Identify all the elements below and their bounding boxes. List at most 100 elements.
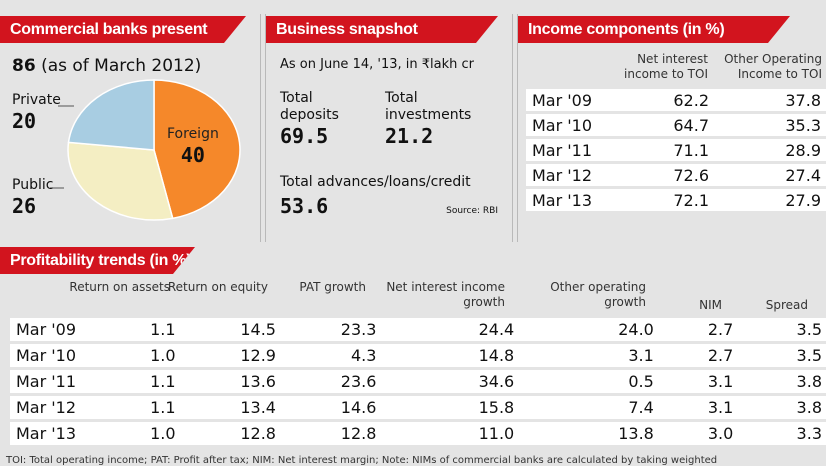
profit-cell: 1.1 xyxy=(89,394,180,422)
pie-slice-private xyxy=(67,79,155,151)
profit-cell: Mar '12 xyxy=(10,394,90,422)
pie-chart xyxy=(50,79,241,221)
income-cell: 62.2 xyxy=(608,89,715,114)
profit-cell: Mar '09 xyxy=(10,318,90,344)
profit-cell: 24.4 xyxy=(380,318,519,344)
profit-cell: 3.1 xyxy=(518,342,658,370)
profit-cell: 3.0 xyxy=(657,420,738,448)
snapshot-title: Business snapshot xyxy=(266,16,498,43)
income-title: Income components (in %) xyxy=(518,16,790,43)
profit-col-header: Spread xyxy=(765,298,808,312)
income-cell: 27.4 xyxy=(715,162,826,189)
profit-cell: 13.6 xyxy=(179,368,280,396)
deposits-value: 69.5 xyxy=(280,124,329,148)
footnote: TOI: Total operating income; PAT: Profit… xyxy=(6,455,718,466)
profit-col-header: Return on equity xyxy=(167,280,268,294)
profit-cell: 3.3 xyxy=(737,420,826,448)
snapshot-panel: Business snapshot As on June 14, '13, in… xyxy=(265,14,513,242)
label-foreign: Foreign xyxy=(167,126,219,142)
value-public: 26 xyxy=(12,194,37,218)
income-cell: Mar '09 xyxy=(526,89,608,114)
income-col1-header: Net interest income to TOI xyxy=(624,52,708,81)
profit-cell: 12.8 xyxy=(179,420,280,448)
profit-cell: 23.3 xyxy=(279,318,381,344)
profit-row: Mar '10 1.0 12.9 4.3 14.8 3.1 2.7 3.5 xyxy=(10,342,826,370)
income-col2-header: Other Operating Income to TOI xyxy=(724,52,822,81)
profit-col-header: Other operating growth xyxy=(550,280,646,309)
investments-label: Total investments xyxy=(385,90,472,123)
profit-cell: 2.7 xyxy=(657,318,738,344)
advances-label: Total advances/loans/credit xyxy=(280,174,471,190)
profit-cell: 3.1 xyxy=(657,394,738,422)
deposits-label: Total deposits xyxy=(280,90,339,123)
profit-cell: 14.5 xyxy=(179,318,280,344)
banks-panel: Commercial banks present 86 (as of March… xyxy=(0,14,261,242)
profit-cell: 1.0 xyxy=(89,420,180,448)
income-cell: Mar '12 xyxy=(526,162,608,189)
income-cell: 37.8 xyxy=(715,89,826,114)
profit-cell: 0.5 xyxy=(518,368,658,396)
profit-cell: 7.4 xyxy=(518,394,658,422)
banks-title: Commercial banks present xyxy=(0,16,246,43)
income-cell: 35.3 xyxy=(715,112,826,139)
banks-total: 86 (as of March 2012) xyxy=(12,56,201,76)
profit-row: Mar '11 1.1 13.6 23.6 34.6 0.5 3.1 3.8 xyxy=(10,368,826,396)
profit-col-header: Net interest income growth xyxy=(386,280,505,309)
income-cell: Mar '10 xyxy=(526,112,608,139)
income-cell: 64.7 xyxy=(608,112,715,139)
advances-value: 53.6 xyxy=(280,194,329,218)
income-cell: 27.9 xyxy=(715,187,826,214)
total-count: 86 xyxy=(12,56,36,76)
income-row: Mar '10 64.7 35.3 xyxy=(526,112,826,139)
profit-cell: Mar '10 xyxy=(10,342,90,370)
income-row: Mar '09 62.2 37.8 xyxy=(526,89,826,114)
profit-cell: 11.0 xyxy=(380,420,519,448)
income-table: Mar '09 62.2 37.8 Mar '10 64.7 35.3 Mar '11 71.… xyxy=(526,89,826,214)
income-cell: 72.6 xyxy=(608,162,715,189)
profit-cell: 14.6 xyxy=(279,394,381,422)
profit-cell: Mar '13 xyxy=(10,420,90,448)
profit-cell: 14.8 xyxy=(380,342,519,370)
profit-cell: 12.8 xyxy=(279,420,381,448)
profit-cell: 1.1 xyxy=(89,368,180,396)
profit-cell: 3.5 xyxy=(737,342,826,370)
profit-cell: 34.6 xyxy=(380,368,519,396)
income-cell: 28.9 xyxy=(715,137,826,164)
profit-col-header: PAT growth xyxy=(299,280,366,294)
income-panel: Income components (in %) Net interest in… xyxy=(517,14,826,242)
profit-table: Mar '09 1.1 14.5 23.3 24.4 24.0 2.7 3.5 Mar '10 1… xyxy=(10,318,826,448)
profit-cell: 12.9 xyxy=(179,342,280,370)
pie-slice-foreign xyxy=(153,79,241,220)
profit-cell: 3.8 xyxy=(737,368,826,396)
investments-value: 21.2 xyxy=(385,124,434,148)
profit-cell: 13.8 xyxy=(518,420,658,448)
profit-cell: 1.1 xyxy=(89,318,180,344)
income-cell: Mar '13 xyxy=(526,187,608,214)
snapshot-subtitle: As on June 14, '13, in ₹lakh cr xyxy=(280,57,474,72)
value-private: 20 xyxy=(12,109,37,133)
profit-row: Mar '12 1.1 13.4 14.6 15.8 7.4 3.1 3.8 xyxy=(10,394,826,422)
pie-slice-public xyxy=(67,141,174,221)
income-row: Mar '13 72.1 27.9 xyxy=(526,187,826,214)
profit-cell: 3.1 xyxy=(657,368,738,396)
profit-cell: 23.6 xyxy=(279,368,381,396)
income-cell: Mar '11 xyxy=(526,137,608,164)
profit-cell: 4.3 xyxy=(279,342,381,370)
income-cell: 71.1 xyxy=(608,137,715,164)
value-foreign: 40 xyxy=(180,143,205,167)
income-row: Mar '11 71.1 28.9 xyxy=(526,137,826,164)
profit-col-header: NIM xyxy=(699,298,722,312)
profit-cell: 15.8 xyxy=(380,394,519,422)
income-cell: 72.1 xyxy=(608,187,715,214)
profit-cell: Mar '11 xyxy=(10,368,90,396)
profit-title: Profitability trends (in %) xyxy=(0,247,195,274)
profit-cell: 2.7 xyxy=(657,342,738,370)
profit-cell: 3.8 xyxy=(737,394,826,422)
profit-cell: 13.4 xyxy=(179,394,280,422)
profit-col-header: Return on assets xyxy=(69,280,170,294)
income-row: Mar '12 72.6 27.4 xyxy=(526,162,826,189)
label-private: Private xyxy=(12,92,61,108)
profit-cell: 1.0 xyxy=(89,342,180,370)
profit-row: Mar '09 1.1 14.5 23.3 24.4 24.0 2.7 3.5 xyxy=(10,318,826,344)
total-note: (as of March 2012) xyxy=(41,56,202,76)
